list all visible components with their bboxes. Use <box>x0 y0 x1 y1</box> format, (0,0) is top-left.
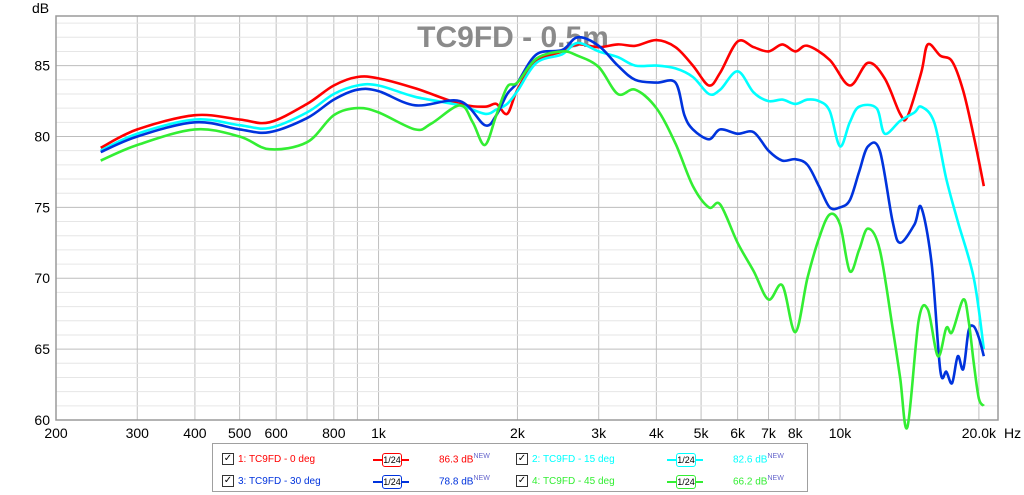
x-tick-label: 4k <box>649 425 665 441</box>
legend-checkbox-0[interactable]: ✓ <box>222 453 234 465</box>
y-tick-label: 60 <box>34 412 50 428</box>
y-tick-label: 85 <box>34 58 50 74</box>
legend-name-2: 3: TC9FD - 30 deg <box>238 475 321 487</box>
legend-value-0: 86.3 dBNEW <box>439 453 490 466</box>
x-tick-label: 300 <box>126 425 150 441</box>
smoothing-1[interactable]: 1/24 <box>667 452 703 467</box>
legend-item-3[interactable]: ✓ 4: TC9FD - 45 deg <box>516 471 615 491</box>
legend-value-1: 82.6 dBNEW <box>733 453 784 466</box>
x-tick-label: 800 <box>322 425 346 441</box>
legend-item-0[interactable]: ✓ 1: TC9FD - 0 deg <box>222 449 315 469</box>
legend-name-3: 4: TC9FD - 45 deg <box>532 475 615 487</box>
smoothing-3[interactable]: 1/24 <box>667 474 703 489</box>
series-line-1 <box>100 41 986 350</box>
x-tick-labels: 200 300 400 500 600 800 1k 2k 3k 4k 5k 6k 7k 8k 10k 20.… <box>44 425 997 441</box>
smoothing-2[interactable]: 1/24 <box>373 474 409 489</box>
y-tick-label: 75 <box>34 199 50 215</box>
legend-item-1[interactable]: ✓ 2: TC9FD - 15 deg <box>516 449 615 469</box>
series-line-2 <box>100 35 986 385</box>
x-tick-label: 6k <box>730 425 746 441</box>
x-tick-label: 2k <box>510 425 526 441</box>
legend-checkbox-2[interactable]: ✓ <box>222 475 234 487</box>
x-tick-label: 20.0k <box>962 425 997 441</box>
legend-checkbox-3[interactable]: ✓ <box>516 475 528 487</box>
x-tick-label: 200 <box>44 425 68 441</box>
y-tick-labels: 60 65 70 75 80 85 <box>34 58 50 428</box>
y-tick-label: 80 <box>34 128 50 144</box>
x-tick-label: 10k <box>829 425 853 441</box>
legend-name-0: 1: TC9FD - 0 deg <box>238 453 316 465</box>
legend-name-1: 2: TC9FD - 15 deg <box>532 453 615 465</box>
legend-item-2[interactable]: ✓ 3: TC9FD - 30 deg <box>222 471 321 491</box>
frequency-response-chart: dB Hz 200 300 400 500 600 800 1k 2k 3k 4k 5k 6k 7k 8k… <box>32 0 1022 441</box>
x-tick-label: 3k <box>591 425 607 441</box>
x-tick-label: 500 <box>228 425 252 441</box>
legend-value-2: 78.8 dBNEW <box>439 475 490 488</box>
legend-checkbox-1[interactable]: ✓ <box>516 453 528 465</box>
smoothing-label-2: 1/24 <box>382 475 402 489</box>
legend: ✓ 1: TC9FD - 0 deg 1/24 86.3 dBNEW ✓ 2: … <box>212 443 808 492</box>
series-line-0 <box>100 38 986 187</box>
legend-value-3: 66.2 dBNEW <box>733 475 784 488</box>
y-tick-label: 65 <box>34 341 50 357</box>
smoothing-0[interactable]: 1/24 <box>373 452 409 467</box>
y-tick-label: 70 <box>34 270 50 286</box>
x-tick-label: 600 <box>264 425 288 441</box>
x-tick-label: 5k <box>694 425 710 441</box>
smoothing-label-1: 1/24 <box>676 453 696 467</box>
x-tick-label: 1k <box>371 425 387 441</box>
smoothing-label-3: 1/24 <box>676 475 696 489</box>
y-axis-label: dB <box>32 0 49 16</box>
plot-frame <box>55 15 999 421</box>
series-line-3 <box>100 50 985 430</box>
x-tick-label: 7k <box>761 425 777 441</box>
x-tick-label: 400 <box>183 425 207 441</box>
smoothing-label-0: 1/24 <box>382 453 402 467</box>
x-axis-unit: Hz <box>1004 425 1021 441</box>
series-lines <box>100 35 986 430</box>
x-tick-label: 8k <box>788 425 804 441</box>
